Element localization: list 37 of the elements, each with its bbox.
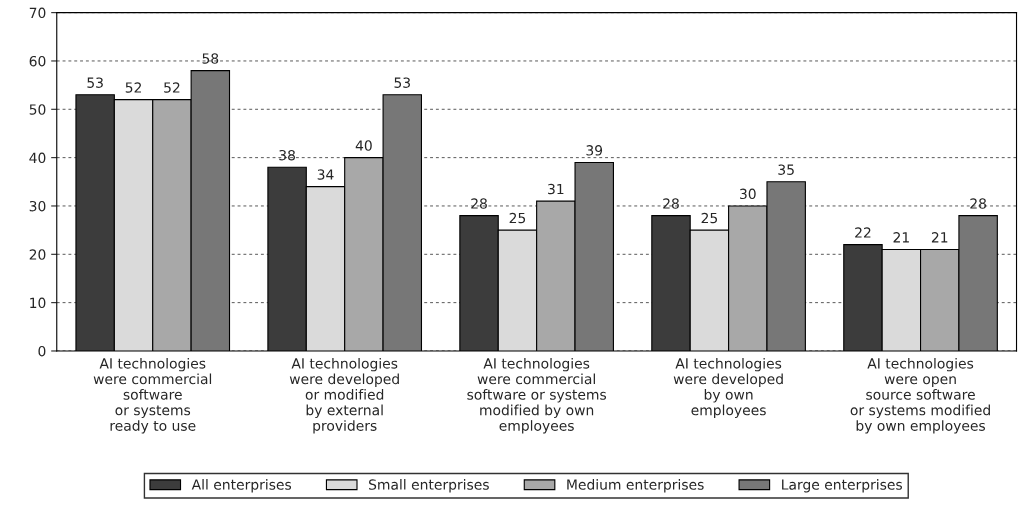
x-tick-label: AI technologies were developed or modified by external providers [289, 357, 399, 434]
y-tick-label: 10 [30, 297, 46, 309]
data-label: 30 [740, 188, 756, 200]
data-label: 53 [394, 77, 410, 88]
legend-label: Large enterprises [782, 479, 902, 493]
y-tick-label: 40 [29, 152, 46, 164]
y-tick-label: 0 [38, 345, 46, 357]
y-tick-label: 70 [29, 7, 46, 19]
data-label: 25 [509, 212, 526, 224]
y-tick-label: 50 [29, 104, 46, 115]
data-label: 28 [970, 198, 987, 209]
data-label: 25 [701, 212, 718, 224]
data-label: 52 [164, 82, 180, 93]
data-label: 58 [202, 53, 219, 64]
y-tick-label: 20 [29, 249, 46, 260]
data-label: 35 [778, 164, 794, 175]
data-label: 52 [125, 82, 141, 93]
x-tick-label: AI technologies were commercial software or systems modified by own employees [467, 357, 607, 434]
x-tick-label: AI technologies were commercial software or systems ready to use [93, 357, 212, 434]
data-label: 53 [87, 77, 103, 88]
data-label: 21 [931, 232, 948, 243]
data-label: 34 [317, 169, 334, 180]
data-label: 22 [855, 227, 871, 238]
data-label: 40 [355, 140, 372, 151]
x-tick-label: AI technologies were open source software or systems modified by own employees [850, 357, 990, 434]
data-label: 38 [279, 149, 295, 161]
data-label: 31 [548, 183, 564, 195]
legend-label: Small enterprises [369, 479, 489, 493]
y-tick-label: 30 [29, 200, 46, 212]
legend-label: All enterprises [191, 479, 292, 493]
data-label: 28 [471, 198, 487, 209]
legend-label: Medium enterprises [567, 479, 704, 493]
x-tick-label: AI technologies were developed by own employees [673, 357, 783, 419]
data-label: 39 [586, 145, 603, 156]
data-label: 28 [663, 198, 679, 209]
data-label: 21 [893, 232, 909, 243]
y-tick-label: 60 [29, 55, 46, 67]
